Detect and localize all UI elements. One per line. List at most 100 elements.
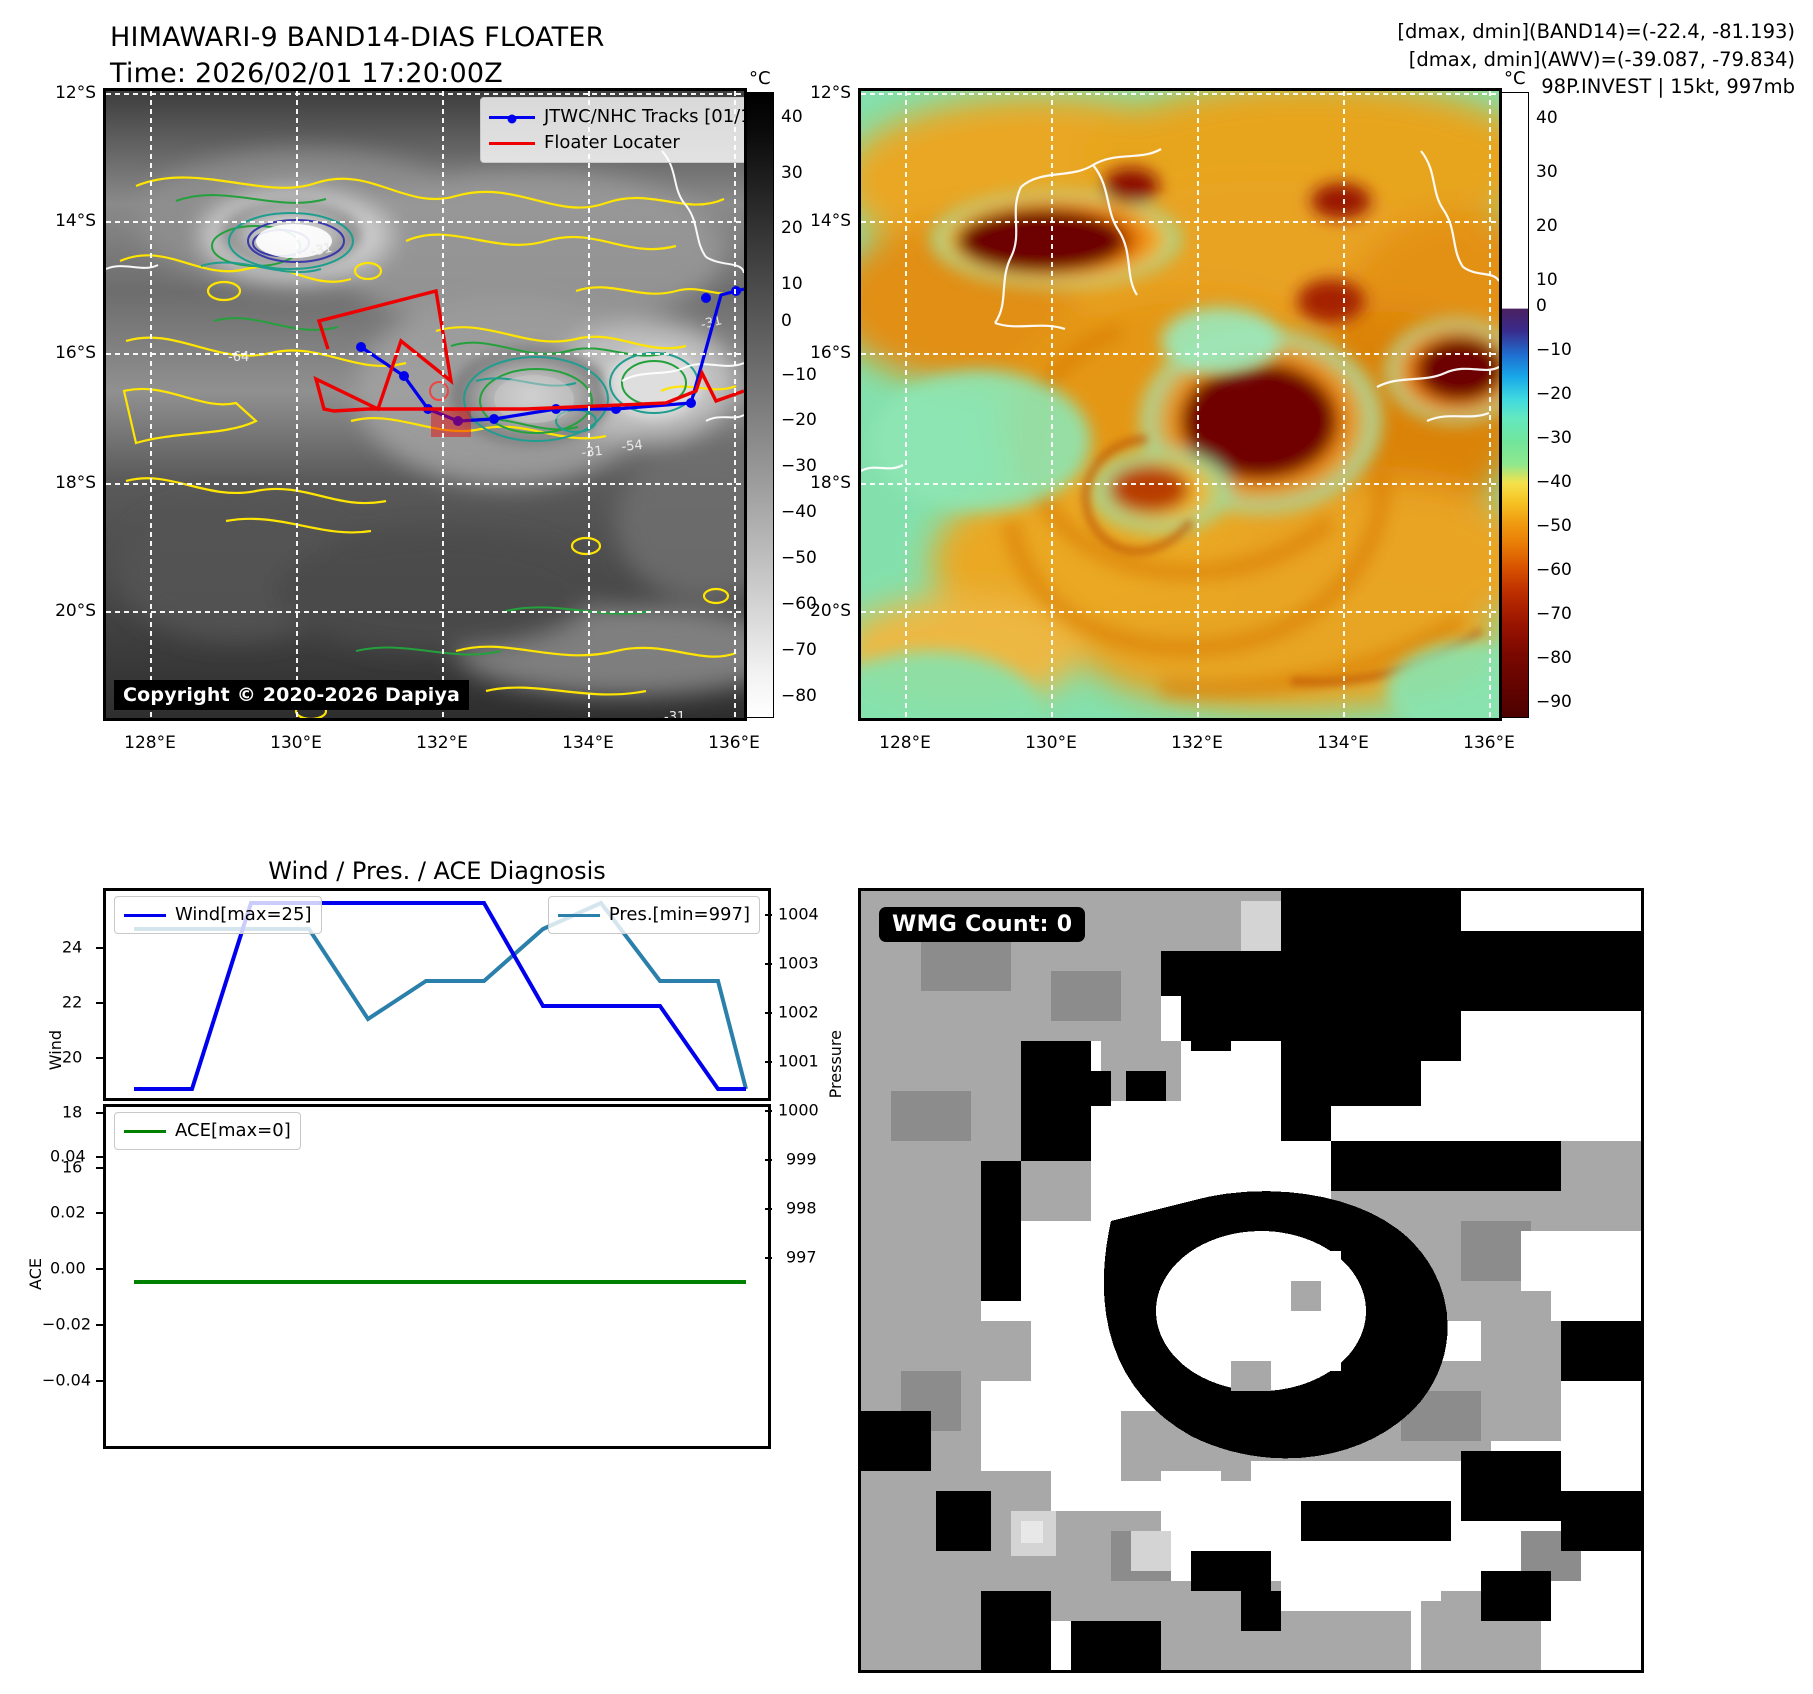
wind-tick-24: 24	[62, 937, 83, 957]
pressure-tick-1000: 1000	[778, 1100, 819, 1120]
lat-label-16s: 16°S	[810, 343, 851, 363]
legend-item-floater-locater: Floater Locater	[489, 130, 744, 156]
gridline-lat-16s	[861, 353, 1499, 355]
wmg-panel[interactable]: WMG Count: 0	[858, 888, 1644, 1673]
ace-tick-002n: −0.02	[42, 1314, 92, 1334]
legend-item-jtwc-track: JTWC/NHC Tracks [01/1200Z]	[489, 104, 747, 130]
lat-label-16s: 16°S	[55, 343, 96, 363]
gridline-lat-14s	[861, 221, 1499, 223]
legend-item-ace: ACE[max=0]	[124, 1118, 291, 1144]
legend-label-floater-locater: Floater Locater	[544, 132, 680, 154]
lon-label-134e: 134°E	[1317, 733, 1369, 753]
pressure-line-swatch-icon	[557, 913, 600, 917]
gridline-lon-130e	[1051, 91, 1053, 718]
gridline-lat-12s	[861, 93, 1499, 95]
legend-label-wind: Wind[max=25]	[175, 904, 312, 925]
lon-label-136e: 136°E	[708, 733, 760, 753]
pressure-tick-1003: 1003	[778, 953, 819, 973]
pressure-tick-997: 997	[786, 1247, 817, 1267]
track-line-swatch-icon	[489, 114, 535, 124]
lon-label-128e: 128°E	[124, 733, 176, 753]
awv-enhanced-map-panel[interactable]	[858, 88, 1502, 721]
svg-text:-54: -54	[621, 438, 644, 455]
ace-line-swatch-icon	[124, 1129, 166, 1133]
gridline-lon-130e	[296, 91, 298, 718]
colorbar-right[interactable]	[1501, 92, 1529, 718]
gridline-lat-20s	[106, 611, 744, 613]
pressure-tick-1002: 1002	[778, 1002, 819, 1022]
pressure-tick-1004: 1004	[778, 904, 819, 924]
wind-tick-16: 16	[62, 1157, 83, 1177]
colorbar-left-unit: °C	[749, 68, 771, 89]
pressure-tick-1001: 1001	[778, 1051, 819, 1071]
ace-tick-000: 0.00	[50, 1258, 86, 1278]
jtwc-nhc-track	[360, 287, 744, 423]
colorbar-right-unit: °C	[1504, 68, 1526, 89]
gridline-lat-18s	[106, 483, 744, 485]
gridline-lon-134e	[1343, 91, 1345, 718]
gridline-lon-136e	[1489, 91, 1491, 718]
ir-grayscale-map-panel[interactable]: -64 -31 -31 -54 -31 -31	[103, 88, 747, 721]
lat-label-12s: 12°S	[810, 83, 851, 103]
lat-label-18s: 18°S	[810, 473, 851, 493]
jtwc-nhc-track-points	[356, 286, 741, 426]
lon-label-128e: 128°E	[879, 733, 931, 753]
pressure-axis-label: Pressure	[826, 1030, 845, 1099]
product-time: Time: 2026/02/01 17:20:00Z	[110, 58, 503, 90]
lat-label-12s: 12°S	[55, 83, 96, 103]
ir-grayscale-map-canvas: -64 -31 -31 -54 -31 -31	[106, 91, 744, 718]
page-title: HIMAWARI-9 BAND14-DIAS FLOATER Time: 202…	[110, 20, 605, 93]
legend-label-ace: ACE[max=0]	[175, 1120, 291, 1141]
pressure-tick-999: 999	[786, 1149, 817, 1169]
lat-label-20s: 20°S	[810, 601, 851, 621]
wmg-cloud-cluster-map	[861, 891, 1641, 1670]
ace-tick-004p: 0.04	[50, 1146, 86, 1166]
gridline-lon-128e	[905, 91, 907, 718]
lat-label-14s: 14°S	[55, 211, 96, 231]
wind-tick-22: 22	[62, 992, 83, 1012]
pressure-tick-998: 998	[786, 1198, 817, 1218]
gridline-lat-20s	[861, 611, 1499, 613]
ace-axis-label: ACE	[26, 1258, 45, 1290]
map-legend: JTWC/NHC Tracks [01/1200Z] Floater Locat…	[480, 97, 747, 164]
wind-pressure-chart-panel[interactable]: Wind[max=25] Pres.[min=997]	[103, 888, 771, 1101]
metadata-block: [dmax, dmin](BAND14)=(-22.4, -81.193) [d…	[1397, 18, 1795, 101]
lon-label-136e: 136°E	[1463, 733, 1515, 753]
lon-label-130e: 130°E	[270, 733, 322, 753]
legend-label-jtwc-track: JTWC/NHC Tracks [01/1200Z]	[544, 106, 747, 127]
svg-text:-31: -31	[664, 710, 685, 718]
lon-label-134e: 134°E	[562, 733, 614, 753]
colorbar-left[interactable]	[746, 92, 774, 718]
lat-label-14s: 14°S	[810, 211, 851, 231]
lat-label-20s: 20°S	[55, 601, 96, 621]
ace-plot	[134, 1280, 746, 1284]
lon-label-132e: 132°E	[1171, 733, 1223, 753]
gridline-lat-16s	[106, 353, 744, 355]
ace-chart-panel[interactable]: ACE[max=0]	[103, 1104, 771, 1449]
wind-tick-18: 18	[62, 1102, 83, 1122]
coastline-overlay	[106, 150, 744, 422]
gridline-lon-132e	[442, 91, 444, 718]
pressure-legend: Pres.[min=997]	[547, 896, 760, 935]
gridline-lat-14s	[106, 221, 744, 223]
meta-band14-range: [dmax, dmin](BAND14)=(-22.4, -81.193)	[1397, 20, 1795, 43]
product-title: HIMAWARI-9 BAND14-DIAS FLOATER	[110, 22, 605, 53]
wind-tick-20: 20	[62, 1047, 83, 1067]
gridline-lat-18s	[861, 483, 1499, 485]
legend-item-wind: Wind[max=25]	[124, 902, 312, 928]
gridline-lon-136e	[734, 91, 736, 718]
wind-line-swatch-icon	[124, 913, 166, 917]
gridline-lon-132e	[1197, 91, 1199, 718]
legend-label-pressure: Pres.[min=997]	[608, 904, 750, 925]
wind-legend: Wind[max=25]	[114, 896, 322, 935]
legend-item-pressure: Pres.[min=997]	[557, 902, 750, 928]
svg-text:-31: -31	[310, 241, 334, 260]
gridline-lon-128e	[150, 91, 152, 718]
meta-storm-summary: 98P.INVEST | 15kt, 997mb	[1541, 75, 1795, 99]
lon-label-130e: 130°E	[1025, 733, 1077, 753]
ace-tick-004n: −0.04	[42, 1370, 92, 1390]
ace-legend: ACE[max=0]	[114, 1112, 301, 1151]
coastline-overlay	[861, 148, 1499, 472]
ace-tick-002p: 0.02	[50, 1202, 86, 1222]
floater-line-swatch-icon	[489, 141, 535, 145]
